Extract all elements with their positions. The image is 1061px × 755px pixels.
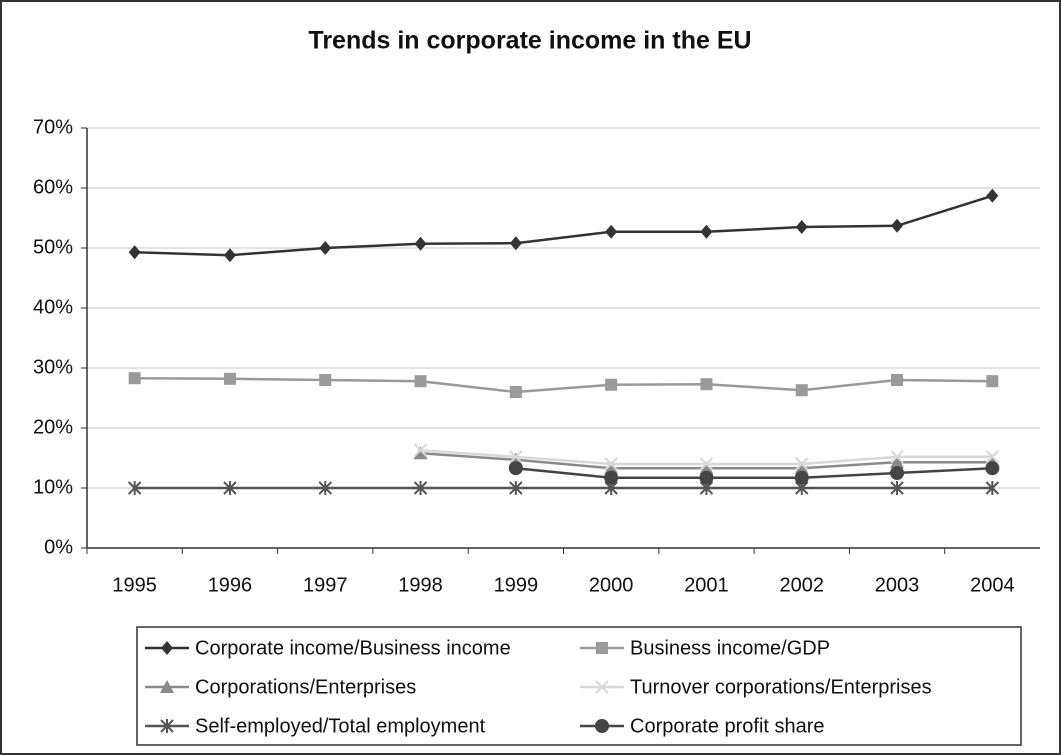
data-point: [414, 236, 427, 251]
y-tick-label: 30%: [33, 356, 73, 378]
legend-label: Corporations/Enterprises: [195, 676, 416, 698]
data-point: [127, 481, 142, 495]
data-point: [699, 470, 714, 485]
data-point: [986, 188, 999, 203]
data-point: [604, 470, 619, 485]
x-tick-label: 2000: [589, 574, 634, 596]
data-point: [700, 224, 713, 239]
y-tick-label: 70%: [33, 116, 73, 138]
data-point: [795, 384, 808, 397]
legend-marker: [595, 680, 609, 694]
legend-marker: [160, 680, 174, 693]
data-point: [319, 374, 332, 386]
chart-title: Trends in corporate income in the EU: [308, 27, 751, 55]
legend-label: Corporate income/Business income: [195, 637, 511, 659]
data-point: [318, 481, 332, 495]
data-point: [223, 372, 236, 385]
y-tick-label: 60%: [33, 176, 73, 198]
data-point: [223, 248, 236, 263]
data-point: [604, 461, 619, 475]
legend-label: Turnover corporations/Enterprises: [630, 676, 932, 698]
x-tick-label: 1995: [112, 574, 157, 596]
data-point: [890, 450, 904, 464]
data-point: [605, 224, 618, 239]
legend-label: Corporate profit share: [630, 715, 825, 737]
y-tick-label: 50%: [33, 236, 73, 258]
data-point: [699, 457, 714, 471]
data-point: [890, 466, 905, 480]
y-tick-label: 20%: [33, 416, 73, 438]
data-point: [604, 457, 618, 471]
data-point: [605, 378, 618, 391]
legend-box: [136, 626, 1022, 746]
data-point: [509, 386, 522, 398]
x-tick-label: 1997: [303, 574, 348, 596]
x-tick-label: 2002: [780, 574, 825, 596]
x-tick-label: 1999: [494, 574, 539, 596]
data-point: [985, 461, 1000, 476]
legend-label: Self-employed/Total employment: [195, 715, 486, 737]
x-tick-label: 1998: [398, 574, 443, 596]
data-point: [700, 378, 713, 391]
series-line: [134, 376, 993, 394]
legend-label: Business income/GDP: [630, 637, 830, 659]
y-tick-label: 0%: [44, 536, 73, 558]
data-point: [508, 461, 523, 476]
data-point: [319, 241, 332, 255]
data-point: [890, 481, 904, 495]
y-tick-label: 40%: [33, 296, 73, 318]
data-point: [891, 374, 904, 386]
data-point: [509, 236, 522, 251]
data-point: [795, 457, 809, 471]
data-point: [413, 481, 428, 495]
legend-marker: [160, 719, 174, 733]
data-point: [890, 455, 905, 469]
legend-marker: [596, 642, 608, 654]
data-point: [128, 245, 141, 260]
series-line: [134, 194, 993, 257]
data-point: [985, 450, 1000, 464]
y-tick-label: 10%: [33, 476, 73, 498]
data-point: [986, 375, 999, 388]
legend-marker: [161, 641, 173, 655]
data-point: [413, 443, 428, 457]
data-point: [794, 461, 809, 475]
x-tick-label: 2003: [875, 574, 920, 596]
x-tick-label: 2001: [684, 574, 729, 596]
data-point: [699, 461, 714, 475]
data-point: [794, 470, 809, 485]
data-point: [891, 218, 904, 233]
data-point: [223, 481, 237, 495]
legend-marker: [595, 719, 609, 733]
data-point: [414, 375, 427, 388]
data-point: [128, 372, 141, 385]
data-point: [795, 220, 808, 234]
data-point: [509, 450, 523, 464]
data-point: [509, 481, 523, 495]
data-point: [413, 446, 428, 460]
series-line: [515, 466, 993, 480]
x-tick-label: 2004: [970, 574, 1015, 596]
data-point: [985, 481, 1000, 495]
x-tick-label: 1996: [208, 574, 253, 596]
